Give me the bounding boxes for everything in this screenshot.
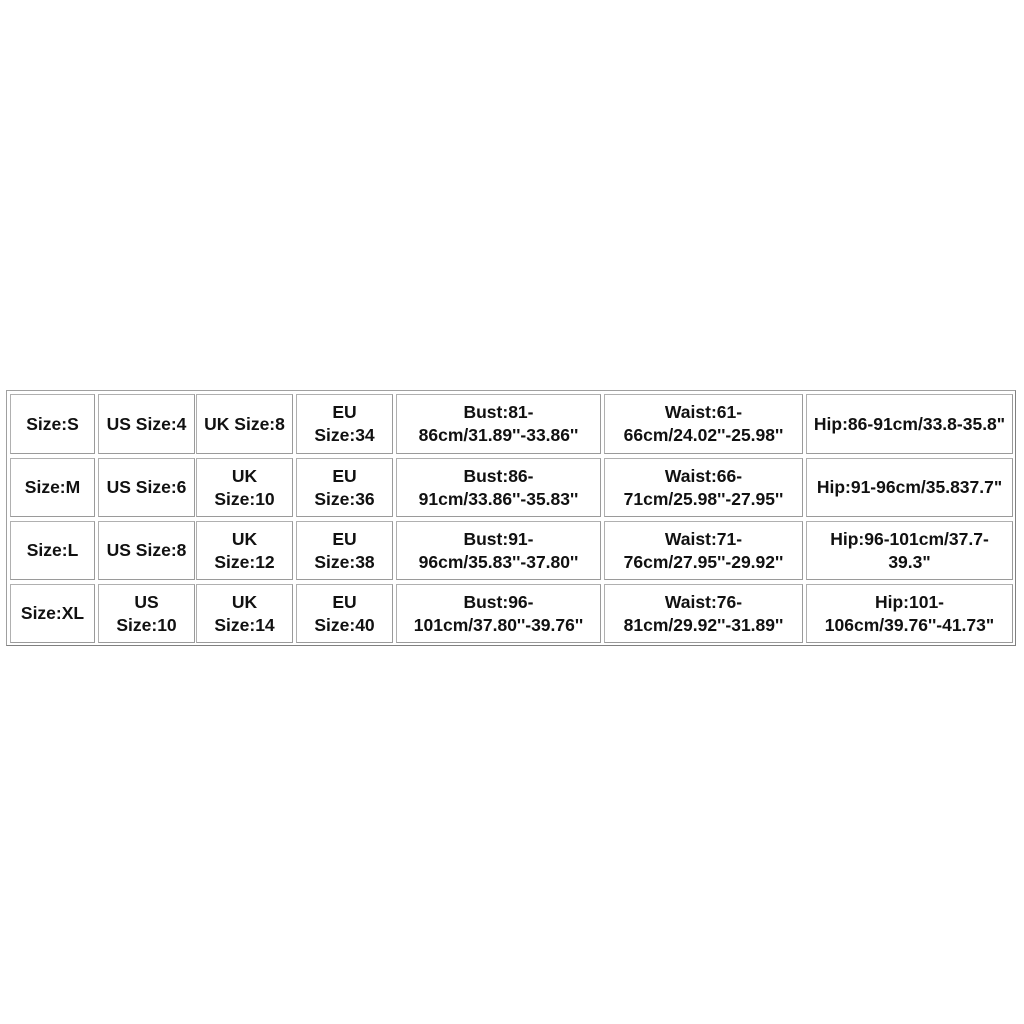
cell-uk-size: UK Size:14 bbox=[196, 584, 293, 643]
cell-bust: Bust:96-101cm/37.80''-39.76'' bbox=[396, 584, 601, 643]
cell-us-size: US Size:10 bbox=[98, 584, 195, 643]
cell-eu-size: EU Size:40 bbox=[296, 584, 393, 643]
cell-hip: Hip:96-101cm/37.7-39.3" bbox=[806, 521, 1013, 580]
cell-hip: Hip:91-96cm/35.837.7" bbox=[806, 458, 1013, 517]
cell-us-size: US Size:4 bbox=[98, 394, 195, 454]
cell-uk-size: UK Size:12 bbox=[196, 521, 293, 580]
cell-eu-size: EU Size:34 bbox=[296, 394, 393, 454]
cell-waist: Waist:76-81cm/29.92''-31.89'' bbox=[604, 584, 803, 643]
cell-waist: Waist:66-71cm/25.98''-27.95'' bbox=[604, 458, 803, 517]
cell-bust: Bust:81-86cm/31.89''-33.86'' bbox=[396, 394, 601, 454]
cell-hip: Hip:86-91cm/33.8-35.8" bbox=[806, 394, 1013, 454]
cell-uk-size: UK Size:10 bbox=[196, 458, 293, 517]
cell-size: Size:S bbox=[10, 394, 95, 454]
cell-size: Size:XL bbox=[10, 584, 95, 643]
cell-eu-size: EU Size:38 bbox=[296, 521, 393, 580]
size-chart-table: Size:S US Size:4 UK Size:8 EU Size:34 Bust:8… bbox=[6, 390, 1016, 646]
cell-size: Size:L bbox=[10, 521, 95, 580]
cell-eu-size: EU Size:36 bbox=[296, 458, 393, 517]
cell-bust: Bust:91-96cm/35.83''-37.80'' bbox=[396, 521, 601, 580]
cell-hip: Hip:101-106cm/39.76''-41.73" bbox=[806, 584, 1013, 643]
cell-bust: Bust:86-91cm/33.86''-35.83'' bbox=[396, 458, 601, 517]
cell-waist: Waist:71-76cm/27.95''-29.92'' bbox=[604, 521, 803, 580]
cell-uk-size: UK Size:8 bbox=[196, 394, 293, 454]
cell-size: Size:M bbox=[10, 458, 95, 517]
cell-waist: Waist:61-66cm/24.02''-25.98'' bbox=[604, 394, 803, 454]
cell-us-size: US Size:6 bbox=[98, 458, 195, 517]
cell-us-size: US Size:8 bbox=[98, 521, 195, 580]
